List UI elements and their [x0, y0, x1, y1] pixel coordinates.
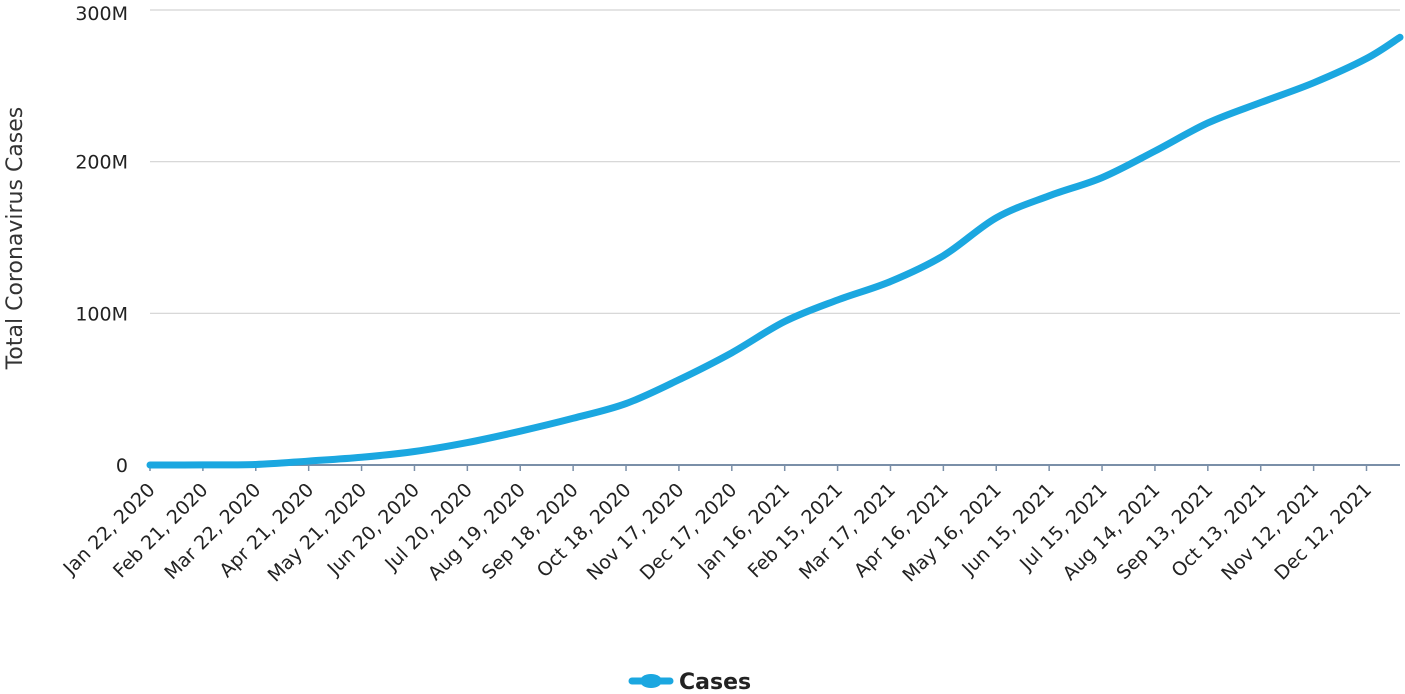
series-line-cases[interactable]	[146, 33, 1404, 469]
legend-label-cases: Cases	[679, 670, 751, 694]
x-tick-label: Jan 16, 2021	[693, 479, 794, 580]
y-tick-label: 300M	[75, 3, 128, 25]
y-tick-label: 200M	[75, 152, 128, 174]
x-tick-label: Jun 15, 2021	[957, 479, 1058, 580]
x-tick-label: Jan 22, 2020	[58, 479, 159, 580]
x-tick-label: Jun 20, 2020	[323, 479, 424, 580]
y-tick-label: 0	[116, 455, 128, 477]
y-tick-label: 100M	[75, 303, 128, 325]
legend[interactable]: Cases	[628, 670, 751, 694]
x-tick-label: Dec 12, 2021	[1270, 479, 1376, 585]
series-layer	[146, 33, 1404, 469]
y-axis-ticks: 0 100M 200M 300M	[75, 3, 128, 477]
y-axis-label: Total Coronavirus Cases	[3, 107, 28, 371]
grid-layer	[150, 9, 1400, 466]
legend-swatch-marker	[640, 674, 662, 688]
